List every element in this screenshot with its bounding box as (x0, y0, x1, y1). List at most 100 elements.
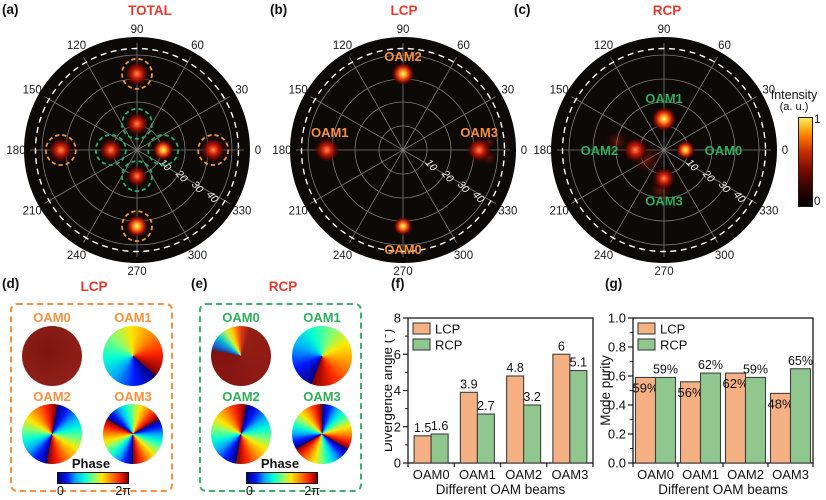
phase-colorbar-max: 2π (115, 484, 131, 498)
bar-rcp-oam3 (789, 368, 812, 464)
phase-colorbar-title: Phase (71, 456, 111, 471)
y-tick-label: 6 (394, 347, 401, 362)
intensity-spot (200, 137, 227, 163)
y-tick-label: 0.8 (608, 340, 626, 355)
polar-angle-label: 300 (715, 250, 734, 262)
polar-angle-label: 210 (289, 206, 308, 218)
oam-beam-label: OAM1 (645, 91, 683, 106)
intensity-spot (675, 140, 696, 160)
bar-value-label: 5.1 (570, 356, 587, 370)
bar-value-label: 3.2 (523, 390, 540, 404)
phase-cell-label: OAM0 (33, 310, 71, 325)
legend-swatch-lcp (637, 322, 656, 335)
polar-angle-label: 30 (762, 85, 775, 97)
x-category-label: OAM2 (505, 467, 542, 482)
oam-beam-label: OAM3 (460, 125, 498, 140)
intensity-spot (466, 137, 493, 163)
intensity-spot (391, 61, 415, 86)
intensity-spot (622, 137, 649, 163)
polar-angle-label: 210 (550, 206, 569, 218)
spot-marker-ring-orange (121, 57, 153, 90)
panel-letter-d: (d) (2, 276, 20, 291)
bar-lcp-oam3 (552, 353, 571, 464)
phase-colorbar-gradient (246, 472, 318, 484)
polar-angle-label: 330 (759, 206, 778, 218)
phase-cell-label: OAM3 (114, 389, 152, 404)
polar-plot-lcp: 030609012015018021024027030033010203040O… (272, 24, 527, 278)
bar-value-label: 1.6 (431, 419, 448, 433)
phase-map-circle-l0 (211, 326, 271, 386)
intensity-spot (124, 60, 150, 87)
bar-lcp-oam0 (413, 435, 432, 464)
bar-value-label: 56% (677, 385, 703, 400)
intensity-spot (125, 214, 149, 239)
phase-map-circle-l3 (292, 404, 352, 464)
legend-swatch-rcp (637, 338, 656, 351)
phase-map-circle-l2 (211, 404, 271, 464)
phase-map-circle-l3 (103, 404, 163, 464)
polar-angle-label: 240 (333, 250, 352, 262)
polar-angle-label: 0 (255, 145, 261, 157)
x-axis-label: Different OAM beams (658, 482, 788, 497)
legend-label-lcp: LCP (435, 322, 460, 337)
spot-marker-ring-green (121, 160, 153, 193)
oam-beam-label: OAM2 (581, 143, 619, 158)
bar-value-label: 48% (767, 396, 793, 411)
polar-grid-spoke (44, 96, 230, 204)
panel-letter-a: (a) (2, 2, 19, 17)
oam-beam-label: OAM2 (384, 49, 422, 64)
intensity-colorbar-max: 1 (814, 114, 821, 126)
phase-cell-label: OAM1 (114, 310, 152, 325)
intensity-spot (125, 111, 149, 136)
phase-map-circle-l1 (103, 326, 163, 386)
y-axis-label: Mode purity (598, 355, 613, 426)
bar-lcp-oam1 (459, 391, 478, 464)
y-tick-label: 2 (394, 419, 401, 434)
spot-marker-ring-orange (121, 210, 153, 243)
phase-panel-lcp: OAM0 OAM1 OAM2 OAM3 Phase 0 2π (10, 303, 173, 498)
oam-beam-label: OAM3 (645, 194, 683, 209)
phase-cell-label: OAM0 (222, 310, 260, 325)
phase-panel-rcp: OAM0 OAM1 OAM2 OAM3 Phase 0 2π (199, 303, 362, 498)
polar-angle-label: 0 (521, 145, 527, 157)
y-tick-label: 0.4 (608, 398, 626, 413)
bar-value-label: 62% (722, 376, 748, 391)
bar-rcp-oam1 (476, 413, 495, 464)
polar-title-rcp: RCP (652, 3, 682, 18)
panel-letter-e: (e) (191, 276, 208, 291)
y-tick-label: 4 (394, 383, 401, 398)
legend-label-lcp: LCP (660, 322, 685, 337)
bar-lcp-oam2 (506, 375, 525, 464)
phase-colorbar-min: 0 (246, 484, 253, 498)
phase-colorbar-title: Phase (260, 456, 300, 471)
polar-angle-label: 270 (654, 266, 673, 278)
polar-angle-label: 60 (718, 40, 731, 52)
polar-angle-label: 240 (594, 250, 613, 262)
polar-angle-label: 300 (188, 250, 207, 262)
phase-cell-label: OAM3 (303, 389, 341, 404)
polar-grid-spoke (571, 96, 757, 204)
panel-letter-c: (c) (514, 2, 531, 17)
bar-rcp-oam1 (699, 372, 722, 464)
bar-rcp-oam2 (523, 404, 542, 464)
intensity-colorbar-gradient (798, 117, 813, 207)
polar-angle-label: 270 (127, 266, 146, 278)
polar-angle-label: 90 (397, 24, 410, 36)
polar-angle-label: 330 (232, 206, 251, 218)
oam-beam-label: OAM0 (705, 143, 743, 158)
polar-angle-label: 180 (6, 145, 25, 157)
bar-value-label: 3.9 (460, 377, 477, 391)
y-tick-label: 0.6 (608, 369, 626, 384)
intensity-spot (152, 139, 175, 161)
intensity-colorbar-min: 0 (814, 196, 821, 208)
polar-angle-label: 150 (550, 85, 569, 97)
polar-angle-label: 60 (457, 40, 470, 52)
phase-cell-label: OAM2 (33, 389, 71, 404)
polar-title-lcp: LCP (390, 3, 418, 18)
phase-colorbar-min: 0 (57, 484, 64, 498)
x-axis-label: Different OAM beams (436, 482, 566, 497)
phase-colorbar-gradient (57, 472, 129, 484)
intensity-spot (313, 137, 340, 163)
oam-beam-label: OAM0 (384, 242, 422, 257)
